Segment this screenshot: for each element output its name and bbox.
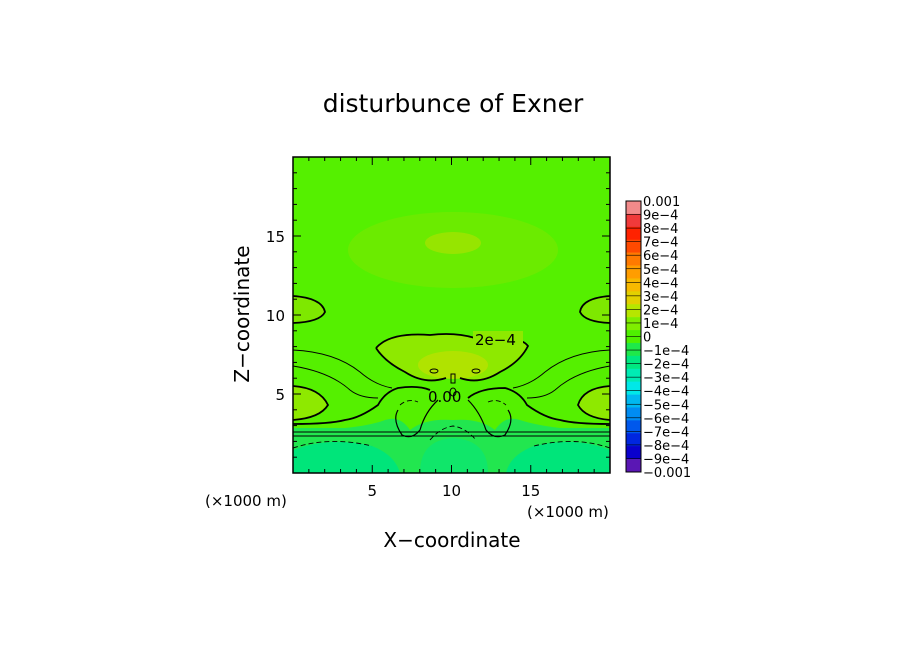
colorbar-swatch (626, 291, 641, 305)
colorbar-swatch (626, 446, 641, 460)
colorbar-label: 4e−4 (643, 276, 678, 291)
colorbar-label: −9e−4 (643, 452, 689, 467)
colorbar-label: −8e−4 (643, 439, 689, 454)
colorbar-swatch (626, 394, 641, 408)
contour-thin-lower (293, 431, 610, 437)
contour-left-lobe (293, 295, 326, 324)
colorbar-swatch (626, 420, 641, 434)
x-tick-label: 5 (367, 482, 377, 500)
colorbar-label: −2e−4 (643, 358, 689, 373)
contour-small-left (429, 368, 439, 374)
colorbar-swatch (626, 252, 641, 266)
contour-thin-mid (293, 365, 610, 399)
x-unit-label: (×1000 m) (527, 503, 609, 521)
contour-left-lower-lobe (293, 385, 330, 421)
colorbar-label: −7e−4 (643, 425, 689, 440)
x-tick-labels: 5 10 15 (367, 482, 540, 500)
contour-label-bg-1 (473, 331, 523, 347)
positive-dome-core (418, 351, 488, 379)
right-side-lobe (580, 296, 610, 323)
colorbar-label: 6e−4 (643, 249, 678, 264)
contour-right-lobe (579, 295, 610, 324)
negative-core-right (506, 441, 610, 473)
y-tick-label: 5 (275, 386, 285, 404)
y-unit-label: (×1000 m) (205, 492, 287, 510)
contour-small-center (449, 387, 457, 397)
negative-core-left (293, 441, 400, 473)
contour-center-marker (450, 373, 456, 384)
contour-field (293, 157, 610, 473)
negative-core-mid (420, 438, 488, 473)
y-tick-labels: 5 10 15 (266, 228, 285, 404)
colorbar-swatch (626, 342, 641, 357)
light-upper-core (425, 232, 481, 254)
colorbar-label: −5e−4 (643, 398, 689, 413)
contour-right-lower-lobe (577, 385, 610, 421)
colorbar-swatch (626, 265, 641, 279)
colorbar-label: 7e−4 (643, 236, 678, 251)
colorbar-swatch (626, 381, 641, 395)
colorbar-swatch (626, 355, 641, 370)
colorbar-swatch (626, 407, 641, 421)
contour-label-2e-4: 2e−4 (475, 331, 516, 349)
colorbar-label: 8e−4 (643, 222, 678, 237)
colorbar-swatch (626, 368, 641, 382)
colorbar-label: −6e−4 (643, 412, 689, 427)
x-tick-label: 10 (442, 482, 461, 500)
colorbar-label: 0 (643, 331, 651, 346)
contour-thin-upper (293, 349, 610, 389)
colorbar-label: −4e−4 (643, 385, 689, 400)
contour-negative-dashed (293, 400, 610, 449)
contour-zero (293, 385, 610, 425)
colorbar-label: −3e−4 (643, 371, 689, 386)
colorbar: 0.0019e−48e−47e−46e−45e−44e−43e−42e−41e−… (625, 195, 691, 481)
axis-ticks (293, 157, 610, 473)
colorbar-label: 0.001 (643, 195, 680, 210)
colorbar-label: −0.001 (643, 466, 691, 481)
contour-small-right (471, 368, 481, 374)
colorbar-label: 5e−4 (643, 263, 678, 278)
y-tick-label: 10 (266, 307, 285, 325)
contour-lines (293, 295, 610, 449)
colorbar-swatch (626, 278, 641, 292)
colorbar-swatch (626, 304, 641, 318)
colorbar-swatch (626, 239, 641, 253)
y-axis-title: Z−coordinate (230, 245, 254, 382)
contour-label-zero: 0.00 (428, 388, 461, 406)
colorbar-label: 1e−4 (643, 317, 678, 332)
y-tick-label: 15 (266, 228, 285, 246)
colorbar-swatch (626, 317, 641, 331)
colorbar-label: 3e−4 (643, 290, 678, 305)
colorbar-swatch (626, 226, 641, 241)
x-tick-label: 15 (521, 482, 540, 500)
colorbar-swatch (626, 213, 641, 228)
colorbar-swatch (626, 433, 641, 447)
colorbar-swatch (626, 201, 641, 215)
colorbar-label: 9e−4 (643, 209, 678, 224)
x-axis-title: X−coordinate (383, 528, 520, 552)
colorbar-label: −1e−4 (643, 344, 689, 359)
colorbar-swatch (626, 459, 641, 473)
chart-title: disturbunce of Exner (323, 89, 584, 118)
colorbar-label: 2e−4 (643, 303, 678, 318)
